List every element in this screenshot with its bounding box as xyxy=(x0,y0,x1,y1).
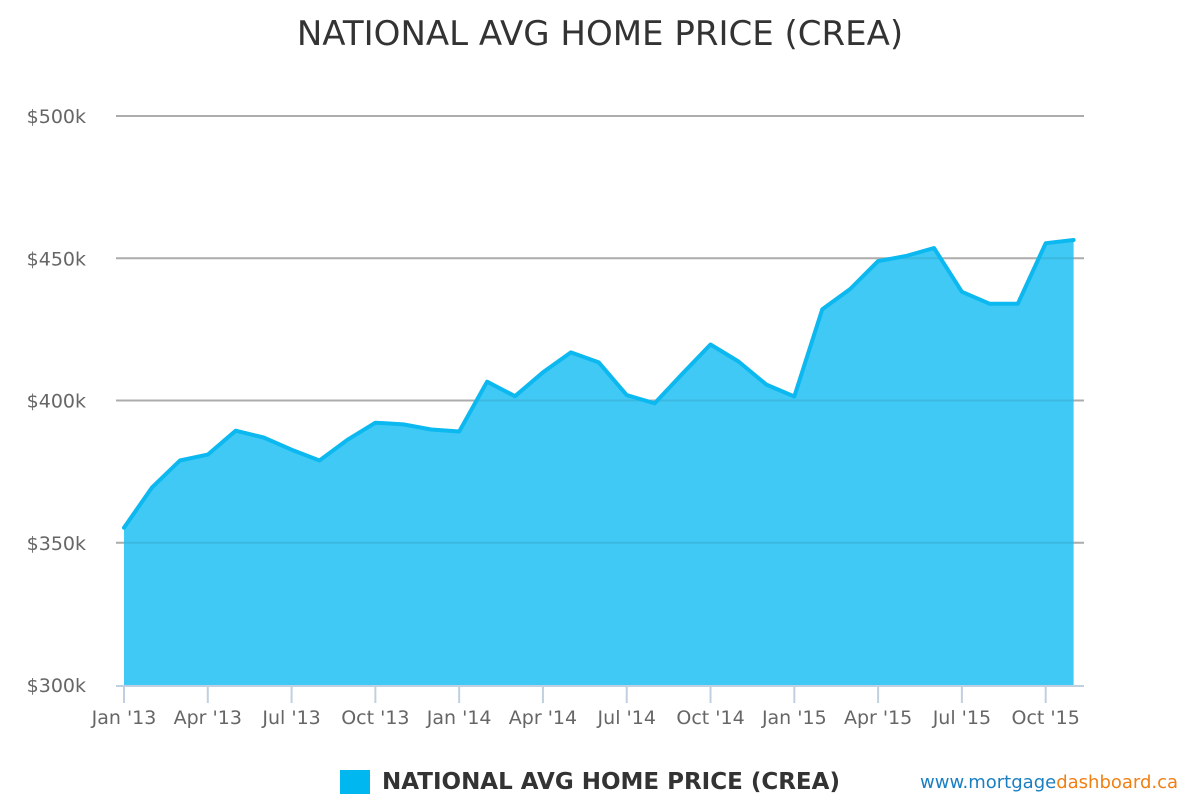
x-tick-label: Oct '15 xyxy=(1012,707,1080,729)
x-tick-label: Jul '15 xyxy=(932,707,991,729)
legend-swatch-icon xyxy=(340,770,370,794)
x-tick-label: Jan '14 xyxy=(426,707,492,729)
x-tick-label: Jul '13 xyxy=(261,707,320,729)
credit-link[interactable]: www.mortgagedashboard.ca xyxy=(920,772,1178,793)
x-tick-label: Apr '14 xyxy=(509,707,577,729)
y-tick-label: $450k xyxy=(27,248,86,270)
area-series-fill xyxy=(124,240,1074,685)
y-axis-labels: $300k $350k $400k $450k $500k xyxy=(27,106,86,697)
x-tick-label: Apr '15 xyxy=(844,707,912,729)
x-tick-label: Oct '13 xyxy=(341,707,409,729)
x-tick-label: Jan '13 xyxy=(91,707,157,729)
x-tick-label: Oct '14 xyxy=(676,707,744,729)
area-series-line xyxy=(122,238,1076,530)
x-tick-label: Jan '15 xyxy=(761,707,827,729)
legend-item[interactable]: NATIONAL AVG HOME PRICE (CREA) xyxy=(340,766,840,798)
legend-label: NATIONAL AVG HOME PRICE (CREA) xyxy=(382,769,840,795)
x-tick-label: Apr '13 xyxy=(174,707,242,729)
x-axis xyxy=(116,685,1084,703)
y-tick-label: $350k xyxy=(27,533,86,555)
y-tick-label: $400k xyxy=(27,391,86,413)
y-tick-label: $300k xyxy=(27,675,86,697)
chart-title: NATIONAL AVG HOME PRICE (CREA) xyxy=(296,14,904,54)
credit-text-part1: www.mortgage xyxy=(920,772,1057,793)
x-tick-label: Jul '14 xyxy=(597,707,656,729)
x-axis-labels: Jan '13 Apr '13 Jul '13 Oct '13 Jan '14 Apr '… xyxy=(91,707,1080,729)
credit-text-part2: dashboard.ca xyxy=(1056,772,1179,793)
y-tick-label: $500k xyxy=(27,106,86,128)
